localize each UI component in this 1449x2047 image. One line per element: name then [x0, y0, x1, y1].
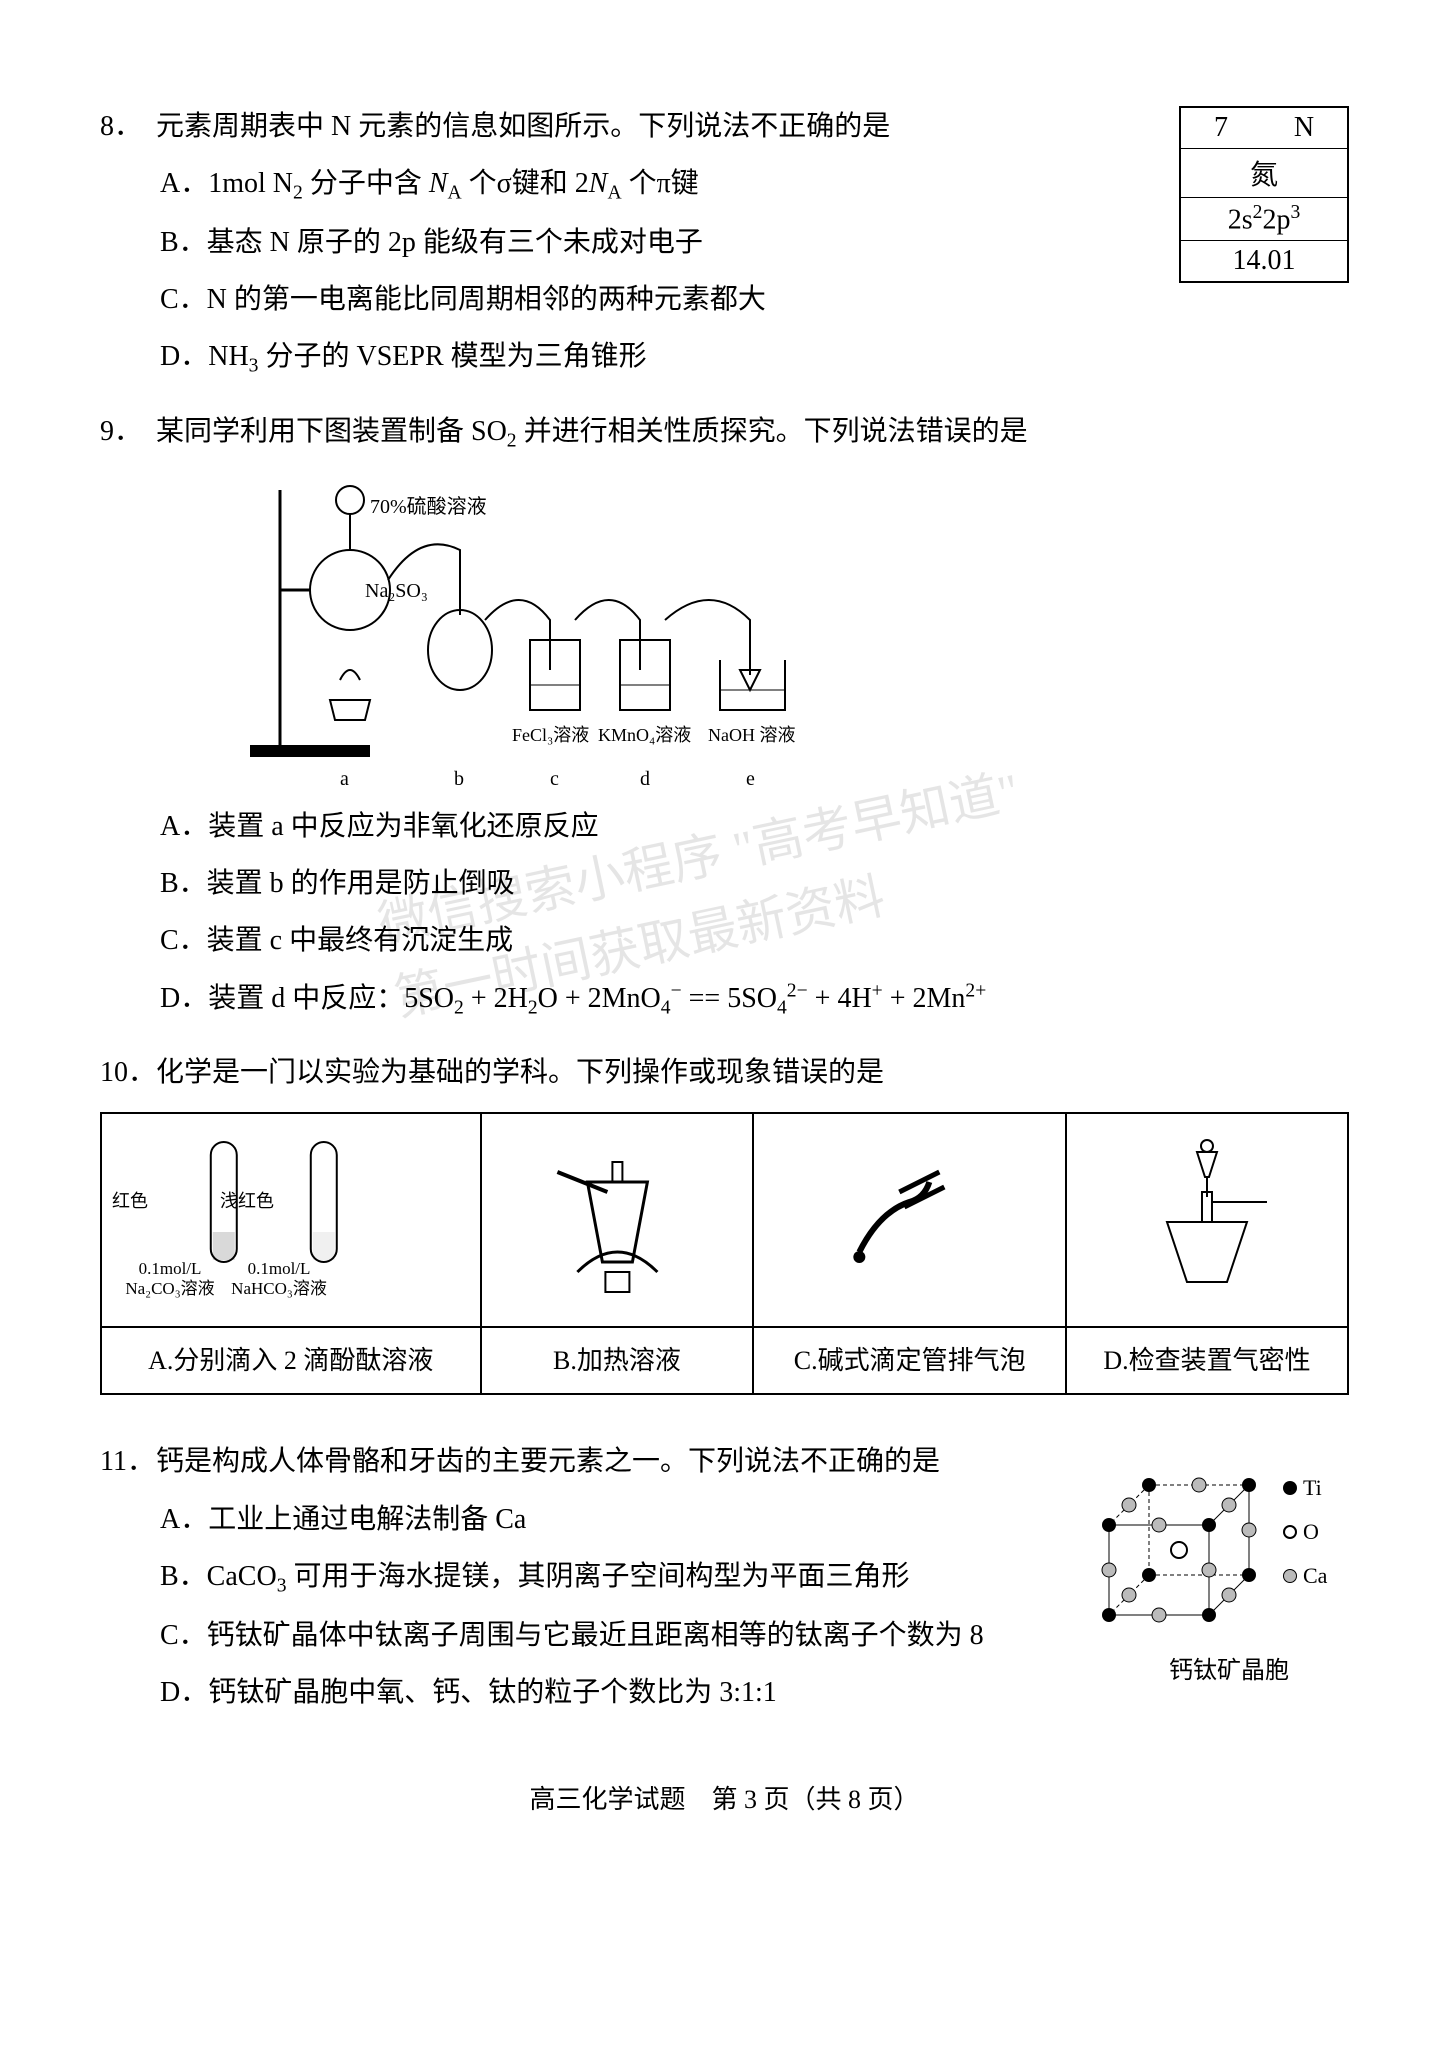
- q8-number: 8．: [100, 100, 156, 153]
- q10-A-right-color: 浅红色: [220, 1184, 274, 1218]
- q9-label-a: a: [340, 760, 349, 798]
- crystal-legend: Ti O Ca: [1283, 1465, 1327, 1598]
- legend-Ti: Ti: [1303, 1467, 1322, 1509]
- crystal-diagram-wrap: Ti O Ca 钙钛矿晶胞: [1089, 1465, 1369, 1695]
- q9-e-bottom: NaOH 溶液: [708, 718, 796, 752]
- q9-anno-na2so3: Na₂SO₃: [365, 572, 428, 610]
- legend-O: O: [1303, 1511, 1319, 1553]
- q9-apparatus-diagram: 70%硫酸溶液 Na₂SO₃ a b c d e FeCl₃溶液 KMnO₄溶液…: [220, 470, 860, 790]
- q9-label-e: e: [746, 760, 755, 798]
- electron-config: 2s22p3: [1181, 198, 1347, 241]
- q11-number: 11．: [100, 1435, 156, 1488]
- q10-stem: 化学是一门以实验为基础的学科。下列操作或现象错误的是: [156, 1046, 1349, 1099]
- q11-option-D: D．钙钛矿晶胞中氧、钙、钛的粒子个数比为 3:1:1: [160, 1666, 1000, 1719]
- q10-number: 10．: [100, 1046, 156, 1099]
- q9-label-b: b: [454, 760, 464, 798]
- q10-A-right-sol: NaHCO₃溶液: [231, 1279, 327, 1298]
- q8-option-C: C．N 的第一电离能比同周期相邻的两种元素都大: [160, 273, 1349, 326]
- q9-d-bottom: KMnO₄溶液: [598, 718, 691, 752]
- q11-option-C: C．钙钛矿晶体中钛离子周围与它最近且距离相等的钛离子个数为 8: [160, 1609, 1000, 1662]
- atomic-number: 7: [1214, 112, 1228, 144]
- q10-cell-C-figure: [753, 1113, 1066, 1327]
- exam-page: 7 N 氮 2s22p3 14.01 8． 元素周期表中 N 元素的信息如图所示…: [0, 0, 1449, 2047]
- question-8: 8． 元素周期表中 N 元素的信息如图所示。下列说法不正确的是 A．1mol N…: [100, 100, 1349, 385]
- question-11: 11． 钙是构成人体骨骼和牙齿的主要元素之一。下列说法不正确的是 A．工业上通过…: [100, 1435, 1349, 1719]
- q10-caption-C: C.碱式滴定管排气泡: [753, 1327, 1066, 1394]
- q8-option-A: A．1mol N2 分子中含 NA 个σ键和 2NA 个π键: [160, 157, 1349, 212]
- q10-options-table: 红色 浅红色 0.1mol/L Na₂CO₃溶液 0.1mol/L NaHCO₃…: [100, 1112, 1349, 1396]
- q9-option-D: D．装置 d 中反应：5SO2 + 2H2O + 2MnO4− == 5SO42…: [160, 972, 1349, 1027]
- question-10: 10． 化学是一门以实验为基础的学科。下列操作或现象错误的是 红色 浅红色: [100, 1046, 1349, 1395]
- q9-stem: 某同学利用下图装置制备 SO2 并进行相关性质探究。下列说法错误的是: [156, 405, 1349, 460]
- q9-number: 9．: [100, 405, 156, 460]
- q10-A-left-sol: Na₂CO₃溶液: [125, 1279, 214, 1298]
- q10-cell-D-figure: [1066, 1113, 1348, 1327]
- element-name-cn: 氮: [1181, 149, 1347, 198]
- q9-label-d: d: [640, 760, 650, 798]
- q10-cell-A-figure: 红色 浅红色 0.1mol/L Na₂CO₃溶液 0.1mol/L NaHCO₃…: [101, 1113, 481, 1327]
- periodic-element-tile: 7 N 氮 2s22p3 14.01: [1179, 106, 1349, 283]
- q11-option-B: B．CaCO3 可用于海水提镁，其阴离子空间构型为平面三角形: [160, 1550, 1000, 1605]
- crystal-unit-cell: [1089, 1465, 1279, 1645]
- page-footer: 高三化学试题 第 3 页（共 8 页）: [100, 1779, 1349, 1816]
- q9-c-bottom: FeCl₃溶液: [512, 718, 589, 752]
- q8-option-D: D．NH3 分子的 VSEPR 模型为三角锥形: [160, 330, 1349, 385]
- q8-stem: 元素周期表中 N 元素的信息如图所示。下列说法不正确的是: [156, 100, 1349, 153]
- q10-A-right-conc: 0.1mol/L: [248, 1259, 311, 1278]
- legend-Ca: Ca: [1303, 1555, 1327, 1597]
- atomic-mass: 14.01: [1181, 241, 1347, 281]
- q11-option-A: A．工业上通过电解法制备 Ca: [160, 1493, 1000, 1546]
- element-symbol: N: [1294, 112, 1314, 144]
- q9-anno-acid: 70%硫酸溶液: [370, 488, 487, 526]
- q10-caption-D: D.检查装置气密性: [1066, 1327, 1348, 1394]
- q10-A-left-color: 红色: [112, 1184, 148, 1218]
- q10-A-left-conc: 0.1mol/L: [139, 1259, 202, 1278]
- q9-option-C: C．装置 c 中最终有沉淀生成: [160, 914, 1349, 967]
- crystal-caption: 钙钛矿晶胞: [1089, 1649, 1369, 1695]
- q8-option-B: B．基态 N 原子的 2p 能级有三个未成对电子: [160, 216, 1349, 269]
- question-9: 9． 某同学利用下图装置制备 SO2 并进行相关性质探究。下列说法错误的是: [100, 405, 1349, 1026]
- q10-caption-A: A.分别滴入 2 滴酚酞溶液: [101, 1327, 481, 1394]
- q9-label-c: c: [550, 760, 559, 798]
- q9-option-B: B．装置 b 的作用是防止倒吸: [160, 857, 1349, 910]
- q10-cell-B-figure: [481, 1113, 754, 1327]
- q9-option-A: A．装置 a 中反应为非氧化还原反应: [160, 800, 1349, 853]
- q10-caption-B: B.加热溶液: [481, 1327, 754, 1394]
